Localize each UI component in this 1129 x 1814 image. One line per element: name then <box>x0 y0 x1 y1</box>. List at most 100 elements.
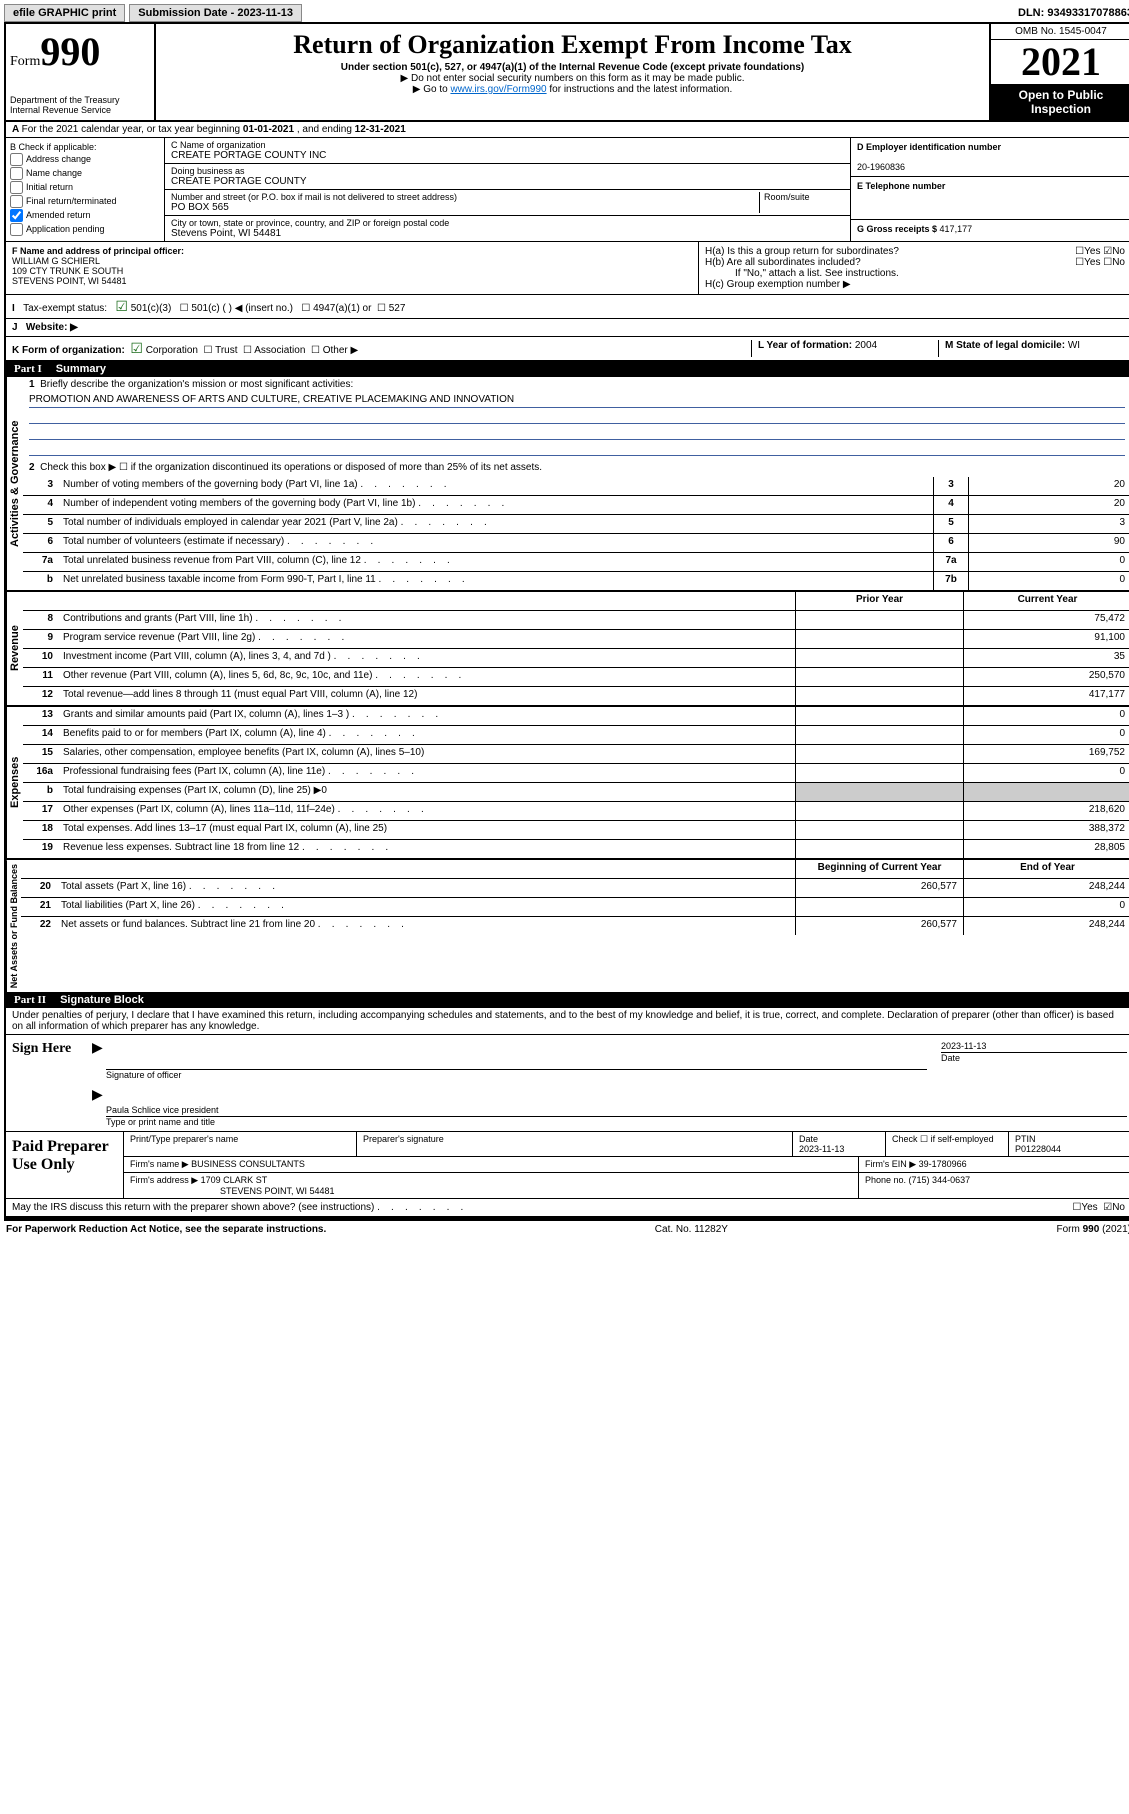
l19-num: 19 <box>23 840 59 858</box>
l14-txt: Benefits paid to or for members (Part IX… <box>59 726 795 744</box>
l4-txt: Number of independent voting members of … <box>59 496 933 514</box>
print-name-lbl: Type or print name and title <box>106 1117 1127 1127</box>
l22-prior: 260,577 <box>795 917 963 935</box>
k-other: Other ▶ <box>323 345 358 356</box>
chk-app-pending[interactable]: Application pending <box>10 223 160 236</box>
officer-print-name: Paula Schlice vice president <box>106 1105 1127 1117</box>
sig-officer-lbl: Signature of officer <box>106 1070 927 1080</box>
k-trust: Trust <box>215 345 237 356</box>
tax-year-line: A For the 2021 calendar year, or tax yea… <box>6 122 1129 138</box>
mission-text: PROMOTION AND AWARENESS OF ARTS AND CULT… <box>29 394 1125 408</box>
l11-txt: Other revenue (Part VIII, column (A), li… <box>59 668 795 686</box>
paid-preparer-label: Paid Preparer Use Only <box>6 1132 124 1198</box>
l22-curr: 248,244 <box>963 917 1129 935</box>
l22-num: 22 <box>21 917 57 935</box>
l10-prior <box>795 649 963 667</box>
arrow-icon-2: ▶ <box>92 1086 103 1102</box>
l17-txt: Other expenses (Part IX, column (A), lin… <box>59 802 795 820</box>
mission-blank1 <box>29 410 1125 424</box>
l14-num: 14 <box>23 726 59 744</box>
l11-prior <box>795 668 963 686</box>
submission-date-button[interactable]: Submission Date - 2023-11-13 <box>129 4 302 22</box>
dln-text: DLN: 93493317078863 <box>1018 7 1129 19</box>
l12-prior <box>795 687 963 705</box>
l11-num: 11 <box>23 668 59 686</box>
l16a-curr: 0 <box>963 764 1129 782</box>
l7b-val: 0 <box>968 572 1129 590</box>
l20-txt: Total assets (Part X, line 16) <box>57 879 795 897</box>
l5-txt: Total number of individuals employed in … <box>59 515 933 533</box>
form-number: Form990 <box>10 28 150 75</box>
mission-blank2 <box>29 426 1125 440</box>
d-ein-lbl: D Employer identification number <box>857 142 1001 152</box>
l16a-txt: Professional fundraising fees (Part IX, … <box>59 764 795 782</box>
l17-curr: 218,620 <box>963 802 1129 820</box>
l21-curr: 0 <box>963 898 1129 916</box>
chk-amended[interactable]: Amended return <box>10 209 160 222</box>
firm-ein-lbl: Firm's EIN ▶ <box>865 1159 919 1169</box>
l16b-curr <box>963 783 1129 801</box>
l-year-lbl: L Year of formation: <box>758 340 855 351</box>
l5-val: 3 <box>968 515 1129 533</box>
ein-value: 20-1960836 <box>857 162 905 172</box>
l15-txt: Salaries, other compensation, employee b… <box>59 745 795 763</box>
nethdr-end: End of Year <box>963 860 1129 878</box>
submission-date-label: Submission Date - <box>138 7 237 19</box>
l21-num: 21 <box>21 898 57 916</box>
l3-box: 3 <box>933 477 968 495</box>
l9-num: 9 <box>23 630 59 648</box>
firm-addr-lbl: Firm's address ▶ <box>130 1175 201 1185</box>
officer-name: WILLIAM G SCHIERL <box>12 256 100 266</box>
ty-text: For the 2021 calendar year, or tax year … <box>22 124 243 135</box>
l19-txt: Revenue less expenses. Subtract line 18 … <box>59 840 795 858</box>
g-gross-lbl: G Gross receipts $ <box>857 224 940 234</box>
chk-addr-change[interactable]: Address change <box>10 153 160 166</box>
partii-title: Signature Block <box>60 994 144 1006</box>
l4-num: 4 <box>23 496 59 514</box>
prep-name-lbl: Print/Type preparer's name <box>124 1132 357 1156</box>
declaration-text: Under penalties of perjury, I declare th… <box>6 1008 1129 1035</box>
discuss-no: No <box>1112 1202 1125 1213</box>
ha-yes: Yes <box>1084 246 1100 257</box>
check-self-emp: Check ☐ if self-employed <box>886 1132 1009 1156</box>
l20-prior: 260,577 <box>795 879 963 897</box>
street-val: PO BOX 565 <box>171 202 229 213</box>
dept-treasury: Department of the Treasury <box>10 95 150 105</box>
form990-link[interactable]: www.irs.gov/Form990 <box>450 84 546 95</box>
irs-label: Internal Revenue Service <box>10 105 150 115</box>
footer-mid: Cat. No. 11282Y <box>655 1224 728 1235</box>
i-501c: 501(c) ( ) ◀ (insert no.) <box>191 303 293 314</box>
side-netassets: Net Assets or Fund Balances <box>6 860 21 992</box>
hb-yes: Yes <box>1084 257 1100 268</box>
prep-sig-lbl: Preparer's signature <box>357 1132 793 1156</box>
firm-ein: 39-1780966 <box>919 1159 967 1169</box>
s2-text: Check this box ▶ ☐ if the organization d… <box>40 462 542 473</box>
sig-date: 2023-11-13 <box>941 1041 1127 1053</box>
l12-num: 12 <box>23 687 59 705</box>
l7a-num: 7a <box>23 553 59 571</box>
l17-num: 17 <box>23 802 59 820</box>
ptin-val: P01228044 <box>1015 1144 1061 1154</box>
chk-initial[interactable]: Initial return <box>10 181 160 194</box>
chk-final[interactable]: Final return/terminated <box>10 195 160 208</box>
discuss-yes: Yes <box>1081 1202 1097 1213</box>
l15-prior <box>795 745 963 763</box>
l16a-num: 16a <box>23 764 59 782</box>
side-revenue: Revenue <box>6 592 23 705</box>
l14-prior <box>795 726 963 744</box>
l16b-prior <box>795 783 963 801</box>
nethdr-begin: Beginning of Current Year <box>795 860 963 878</box>
firm-addr2: STEVENS POINT, WI 54481 <box>220 1186 335 1196</box>
chk-name-change[interactable]: Name change <box>10 167 160 180</box>
gross-receipts: 417,177 <box>940 224 973 234</box>
efile-print-button[interactable]: efile GRAPHIC print <box>4 4 125 22</box>
l12-curr: 417,177 <box>963 687 1129 705</box>
l6-txt: Total number of volunteers (estimate if … <box>59 534 933 552</box>
s1-lbl: Briefly describe the organization's miss… <box>40 379 353 390</box>
l3-num: 3 <box>23 477 59 495</box>
partii-num: Part II <box>14 994 46 1006</box>
l7a-box: 7a <box>933 553 968 571</box>
i-4947: 4947(a)(1) or <box>313 303 371 314</box>
chk-term-lbl: Final return/terminated <box>26 196 117 206</box>
submission-date-value: 2023-11-13 <box>237 7 293 19</box>
